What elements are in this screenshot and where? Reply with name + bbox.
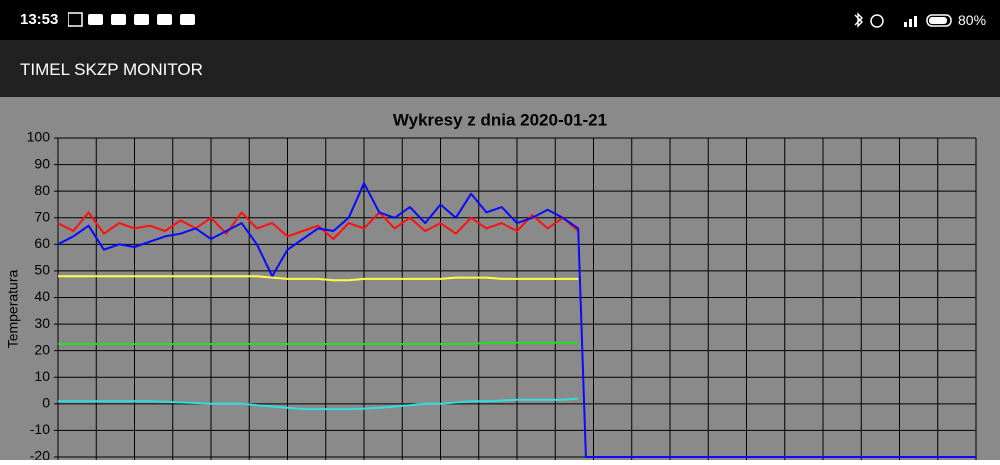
chart-area: Wykresy z dnia 2020-01-21 Temperatura -2… (0, 97, 1000, 464)
y-tick-label: 20 (34, 341, 50, 357)
notification-icons (68, 12, 195, 27)
y-tick-label: 30 (34, 315, 50, 331)
y-axis-label: Temperatura (5, 269, 21, 348)
y-tick-label: -20 (30, 448, 50, 460)
data-line (57, 211, 579, 240)
status-bar: 13:53 80% (0, 0, 1000, 40)
battery-level: 80% (958, 12, 987, 28)
data-line (58, 275, 579, 282)
app-bar: TIMEL SKZP MONITOR (0, 40, 1000, 97)
y-tick-label: -10 (30, 421, 50, 437)
y-tick-label: 90 (34, 155, 50, 171)
data-line (57, 182, 976, 458)
clock: 13:53 (20, 11, 59, 28)
y-tick-label: 40 (34, 288, 50, 304)
y-tick-label: 50 (34, 262, 50, 278)
data-line (58, 397, 579, 411)
app-title: TIMEL SKZP MONITOR (20, 60, 203, 79)
y-tick-label: 10 (34, 368, 50, 384)
chart-title: Wykresy z dnia 2020-01-21 (393, 110, 607, 129)
y-tick-label: 100 (27, 129, 51, 145)
y-tick-label: 60 (34, 235, 50, 251)
y-tick-label: 0 (42, 395, 50, 411)
system-icons (854, 12, 952, 28)
y-tick-label: 70 (34, 208, 50, 224)
data-line (58, 341, 579, 345)
y-tick-label: 80 (34, 182, 50, 198)
chart: Wykresy z dnia 2020-01-21 Temperatura -2… (5, 110, 977, 464)
